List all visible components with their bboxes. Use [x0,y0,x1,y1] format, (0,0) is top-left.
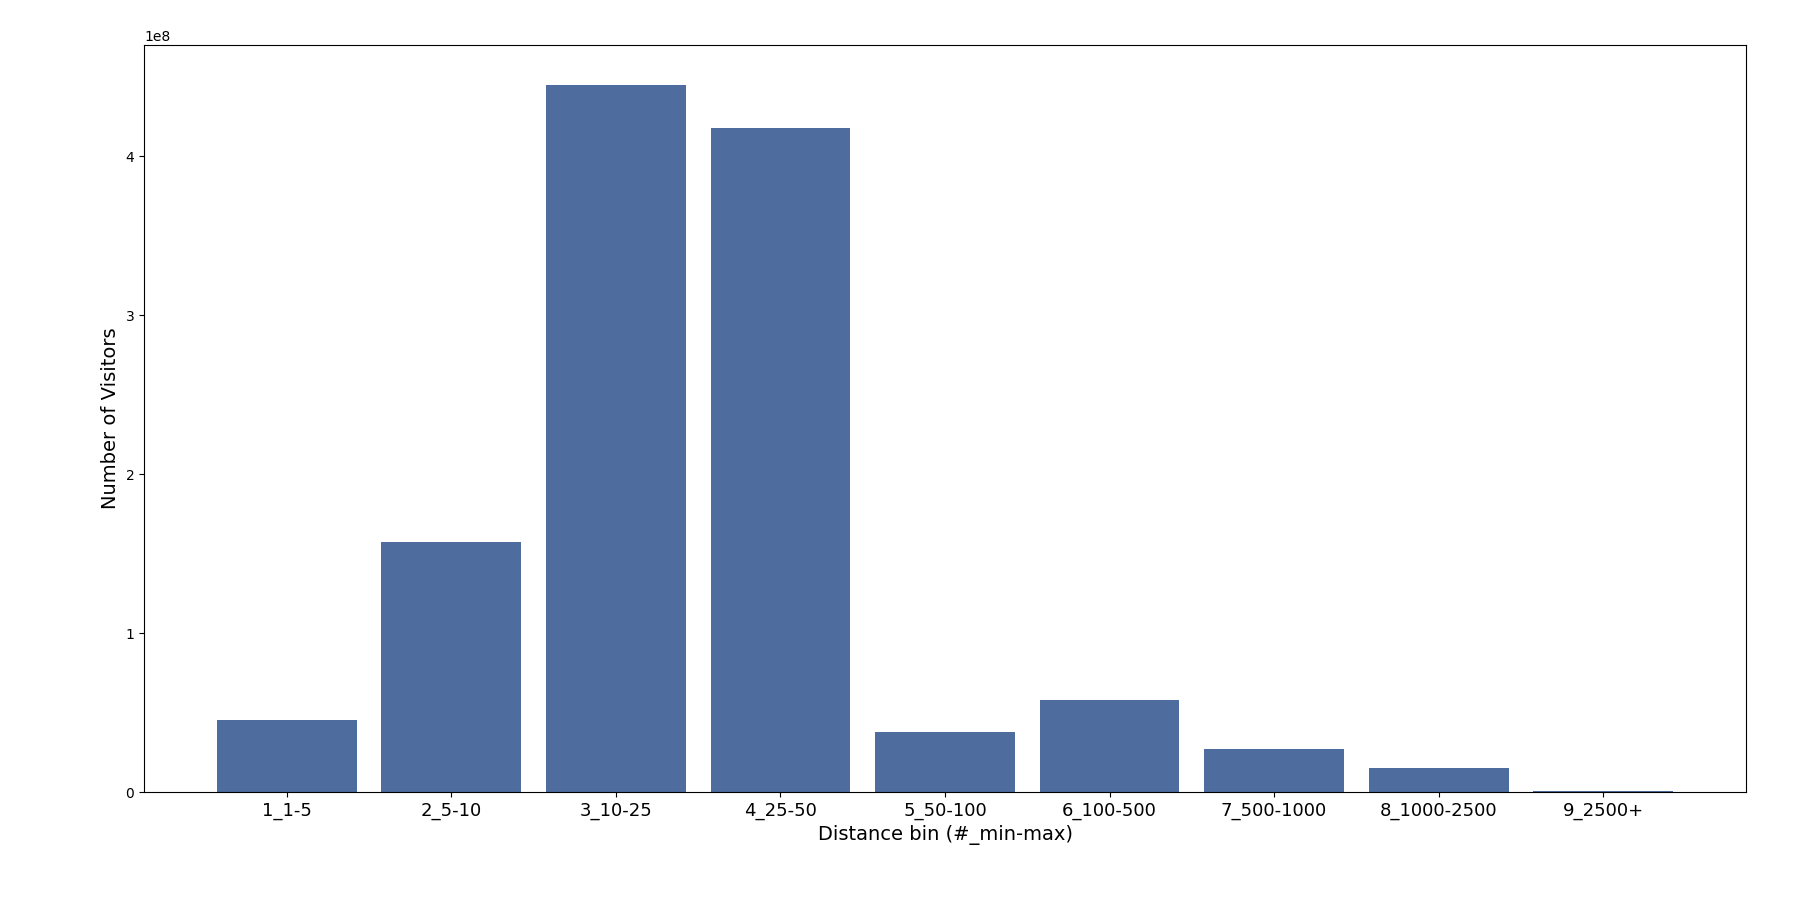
Bar [216,721,356,792]
Bar [382,543,522,792]
Bar [1368,769,1508,792]
Bar [1040,700,1179,792]
X-axis label: Distance bin (#_min-max): Distance bin (#_min-max) [817,825,1073,845]
Bar [711,128,850,792]
Bar [875,732,1015,792]
Bar [1204,749,1345,792]
Bar [545,85,686,792]
Y-axis label: Number of Visitors: Number of Visitors [101,328,121,509]
